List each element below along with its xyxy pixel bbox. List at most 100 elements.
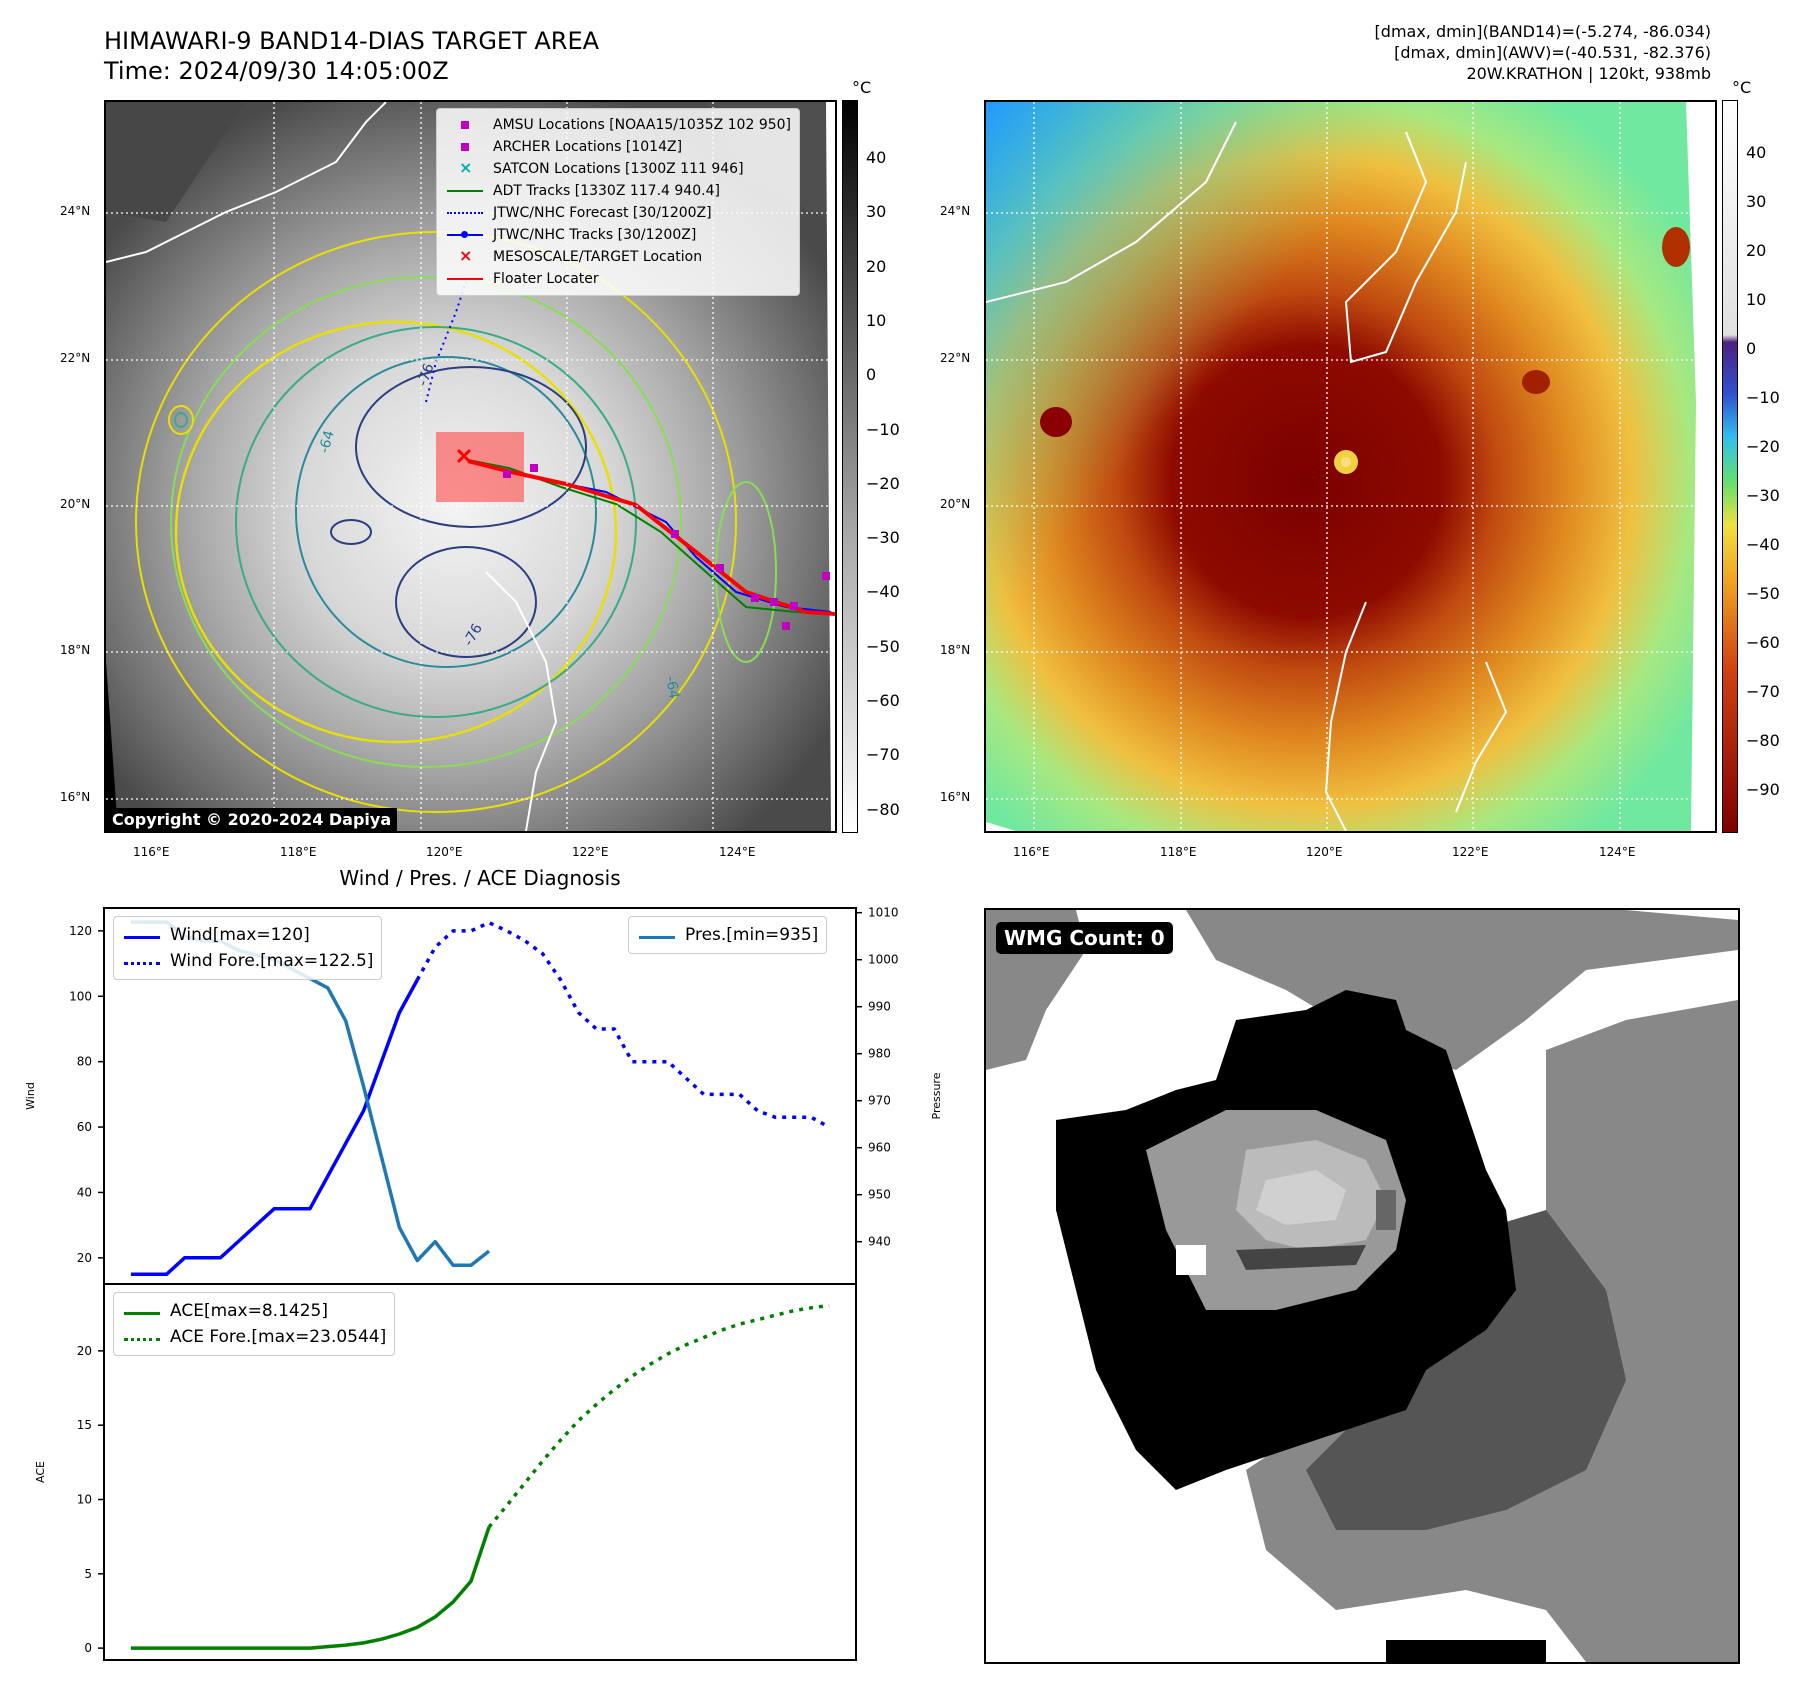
ace-tick-label: 20: [77, 1344, 92, 1358]
colorbar-tick-label: −40: [866, 582, 900, 602]
ir-map-panel: -64 -76 -64 -76 AMSU Locations [NOAA15/1…: [104, 100, 837, 833]
ace-legend: ACE[max=8.1425] ACE Fore.[max=23.0544]: [113, 1292, 396, 1356]
pressure-tick-label: 990: [868, 1000, 891, 1014]
lat-label: 22°N: [60, 351, 91, 365]
lon-label: 124°E: [719, 845, 756, 859]
diagnosis-chart: 2040608010012094095096097098099010001010…: [24, 906, 943, 1661]
lon-label: 118°E: [280, 845, 317, 859]
colorbar-tick-label: 0: [1746, 339, 1757, 358]
colorbar-tick-label: −90: [1746, 780, 1780, 799]
ace-tick-label: 5: [84, 1567, 92, 1581]
lat-label: 18°N: [940, 643, 971, 657]
pressure-tick-label: 940: [868, 1235, 891, 1249]
wind-tick-label: 80: [77, 1055, 92, 1069]
ace-series-line-0: [130, 1526, 491, 1650]
lat-label: 20°N: [940, 497, 971, 511]
colorbar-tick-label: 0: [866, 365, 877, 385]
pressure-legend: Pres.[min=935]: [628, 916, 828, 954]
ir-legend: AMSU Locations [NOAA15/1035Z 102 950] AR…: [436, 108, 801, 296]
colorbar-tick-label: −10: [1746, 388, 1780, 407]
wmg-panel: WMG Count: 0: [984, 908, 1740, 1664]
lat-label: 20°N: [60, 497, 91, 511]
pressure-tick-label: 950: [868, 1188, 891, 1202]
colorbar-tick-label: 20: [1746, 241, 1767, 260]
legend-ace-forecast: ACE Fore.[max=23.0544]: [122, 1324, 386, 1350]
colorbar-tick-label: 40: [1746, 143, 1767, 162]
colorbar-tick-label: −20: [866, 473, 900, 493]
legend-wind-forecast: Wind Fore.[max=122.5]: [122, 948, 373, 974]
colorbar-tick-label: −30: [866, 528, 900, 548]
legend-jtwc-forecast: JTWC/NHC Forecast [30/1200Z]: [445, 202, 791, 224]
lon-label: 120°E: [1306, 845, 1343, 859]
wind-tick-label: 120: [69, 924, 92, 938]
lon-label: 116°E: [1013, 845, 1050, 859]
wmg-image: [986, 910, 1738, 1662]
series-line-1: [415, 920, 830, 1129]
wind-tick-label: 40: [77, 1185, 92, 1199]
storm-info: 20W.KRATHON | 120kt, 938mb: [1466, 64, 1711, 83]
lon-label: 122°E: [1452, 845, 1489, 859]
contour-label: -64: [662, 675, 682, 700]
colorbar-tick-label: 10: [1746, 290, 1767, 309]
diagnosis-title: Wind / Pres. / ACE Diagnosis: [339, 866, 621, 890]
copyright-notice: Copyright © 2020-2024 Dapiya: [106, 808, 398, 831]
figure-title: HIMAWARI-9 BAND14-DIAS TARGET AREA: [104, 27, 600, 55]
wmg-count-badge: WMG Count: 0: [996, 922, 1173, 954]
legend-ace: ACE[max=8.1425]: [122, 1298, 386, 1324]
colorbar-tick-label: −60: [1746, 633, 1780, 652]
lat-label: 24°N: [940, 204, 971, 218]
awv-stats: [dmax, dmin](AWV)=(-40.531, -82.376): [1394, 43, 1711, 62]
pressure-tick-label: 980: [868, 1047, 891, 1061]
ir-colorbar-unit: °C: [852, 78, 872, 97]
series-line-0: [130, 979, 419, 1276]
pressure-axis-label: Pressure: [930, 1072, 943, 1119]
band14-stats: [dmax, dmin](BAND14)=(-5.274, -86.034): [1374, 22, 1711, 41]
colorbar-tick-label: −80: [1746, 731, 1780, 750]
contour-label: -64: [316, 429, 337, 455]
color-ir-panel: [984, 100, 1717, 833]
legend-target: × MESOSCALE/TARGET Location: [459, 246, 703, 265]
lon-label: 124°E: [1599, 845, 1636, 859]
lat-label: 24°N: [60, 204, 91, 218]
colorbar-tick-label: −70: [1746, 682, 1780, 701]
pressure-tick-label: 1010: [868, 906, 899, 920]
wind-tick-label: 100: [69, 989, 92, 1003]
lat-label: 18°N: [60, 643, 91, 657]
color-colorbar-unit: °C: [1732, 78, 1752, 97]
colorbar-tick-label: −40: [1746, 535, 1780, 554]
ace-tick-label: 10: [77, 1492, 92, 1506]
colorbar-tick-label: 10: [866, 310, 887, 330]
colorbar-tick-label: −30: [1746, 486, 1780, 505]
legend-pressure: Pres.[min=935]: [637, 922, 818, 948]
lat-label: 16°N: [940, 790, 971, 804]
legend-satcon: × SATCON Locations [1300Z 111 946]: [459, 158, 744, 177]
ace-series-line-1: [487, 1303, 830, 1529]
legend-amsu: AMSU Locations [NOAA15/1035Z 102 950]: [445, 114, 791, 136]
wind-tick-label: 20: [77, 1251, 92, 1265]
color-colorbar: [1722, 100, 1738, 833]
lon-label: 120°E: [426, 845, 463, 859]
color-ir-image: [986, 102, 1715, 831]
ace-tick-label: 0: [84, 1641, 92, 1655]
ace-tick-label: 15: [77, 1418, 92, 1432]
legend-floater: Floater Locater: [445, 268, 791, 290]
pressure-tick-label: 1000: [868, 953, 899, 967]
lon-label: 122°E: [572, 845, 609, 859]
colorbar-tick-label: 40: [866, 148, 887, 167]
pressure-tick-label: 960: [868, 1141, 891, 1155]
colorbar-tick-label: 20: [866, 256, 887, 276]
legend-jtwc-tracks: JTWC/NHC Tracks [30/1200Z]: [445, 224, 791, 246]
colorbar-tick-label: −70: [866, 745, 900, 765]
lon-label: 118°E: [1160, 845, 1197, 859]
contour-label: -76: [415, 361, 438, 388]
lat-label: 16°N: [60, 790, 91, 804]
colorbar-tick-label: −50: [1746, 584, 1780, 603]
colorbar-tick-label: −10: [866, 419, 900, 439]
legend-adt: ADT Tracks [1330Z 117.4 940.4]: [445, 180, 791, 202]
legend-archer: ARCHER Locations [1014Z]: [445, 136, 791, 158]
lon-label: 116°E: [133, 845, 170, 859]
ir-colorbar: [842, 100, 858, 833]
colorbar-tick-label: 30: [866, 202, 887, 222]
colorbar-tick-label: −20: [1746, 437, 1780, 456]
wind-tick-label: 60: [77, 1120, 92, 1134]
